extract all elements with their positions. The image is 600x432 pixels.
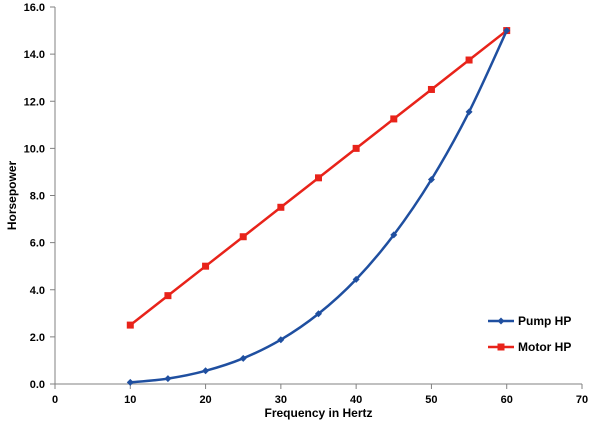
x-tick-label: 0	[52, 394, 58, 406]
pump-hp-point	[277, 336, 285, 344]
motor-hp-point	[390, 115, 398, 123]
pump-hp-point	[390, 231, 398, 239]
y-tick-label: 16.0	[24, 2, 45, 14]
pump-hp-point	[503, 27, 511, 35]
motor-hp-point	[315, 174, 322, 182]
motor-hp-point	[427, 85, 435, 93]
y-tick-label: 14.0	[24, 49, 45, 61]
y-tick-label: 2.0	[30, 332, 45, 344]
x-tick-label: 50	[425, 394, 437, 406]
pump-hp-point	[202, 367, 210, 375]
y-tick-label: 4.0	[30, 285, 45, 297]
y-tick-label: 8.0	[30, 191, 45, 203]
y-tick-label: 10.0	[24, 143, 45, 155]
motor-hp-point	[164, 292, 172, 300]
legend-pump-hp-label: Pump HP	[518, 314, 571, 328]
axes: 0.0 2.0 4.0 6.0 8.0 10.0 12.0 14.0 16.0 0 10 20 30 40…	[24, 2, 589, 406]
motor-hp-point	[126, 321, 134, 329]
motor-hp-point	[277, 203, 285, 211]
x-tick-label: 10	[124, 394, 136, 406]
y-axis-title: Horsepower	[5, 160, 19, 230]
pump-hp-point	[126, 378, 134, 386]
x-axis-title: Frequency in Hertz	[264, 406, 372, 420]
series-layer	[126, 27, 511, 386]
pump-hp-point	[427, 175, 435, 183]
legend-pump-hp-marker	[497, 317, 505, 325]
motor-hp-point	[465, 56, 473, 64]
x-tick-label: 70	[576, 394, 588, 406]
x-tick-label: 30	[275, 394, 287, 406]
pump-hp-point	[352, 275, 360, 283]
y-tick-label: 0.0	[30, 379, 45, 391]
motor-hp-point	[352, 144, 360, 152]
motor-hp-point	[202, 262, 210, 270]
legend: Pump HP Motor HP	[488, 314, 571, 354]
legend-motor-hp-marker	[497, 343, 505, 351]
pump-hp-point	[465, 108, 473, 116]
pump-hp-point	[164, 375, 172, 383]
pump-hp-point	[315, 310, 322, 318]
pump-hp-series-line	[130, 30, 508, 384]
legend-motor-hp-label: Motor HP	[518, 340, 571, 354]
y-tick-label: 6.0	[30, 238, 45, 250]
x-tick-label: 40	[350, 394, 362, 406]
motor-hp-point	[239, 233, 247, 241]
y-tick-label: 12.0	[24, 96, 45, 108]
x-tick-label: 20	[199, 394, 211, 406]
x-tick-label: 60	[501, 394, 513, 406]
pump-hp-point	[239, 354, 247, 362]
